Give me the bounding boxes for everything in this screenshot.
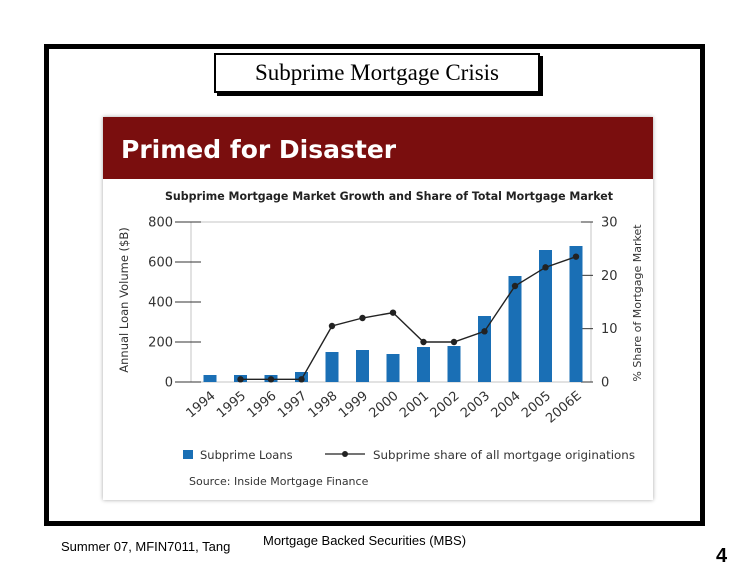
share-point-1996 [267,376,275,383]
legend-swatch-subprime-loans [183,450,193,459]
chart-card: Primed for Disaster Subprime Mortgage Ma… [103,117,653,500]
x-tick-label: 1994 [184,389,219,422]
chart-source: Source: Inside Mortgage Finance [189,475,369,488]
chart-title: Subprime Mortgage Market Growth and Shar… [165,189,613,203]
legend-label-share: Subprime share of all mortgage originati… [373,448,635,462]
footer-topic: Mortgage Backed Securities (MBS) [263,533,467,548]
x-tick-label: 1998 [306,389,341,422]
bar-2001 [417,347,430,382]
share-point-2003 [481,328,488,335]
x-tick-label: 1997 [275,389,310,422]
bar-2004 [508,276,522,382]
share-point-2001 [420,338,427,346]
bar-series [203,246,583,382]
x-tick-label: 2006E [543,389,584,427]
share-point-2000 [389,309,397,316]
footer-course: Summer 07, MFIN7011, Tang [61,539,231,554]
bar-1998 [325,352,339,382]
share-point-1999 [359,314,366,322]
bar-2006E [569,246,583,382]
y-tick-label: 400 [148,296,173,311]
y-axis-label: Annual Loan Volume ($B) [117,227,131,372]
legend: Subprime Loans Subprime share of all mor… [183,448,635,462]
y-axis-ticks: 0 200 400 600 800 [148,216,201,391]
y2-tick-label: 20 [601,269,618,284]
y2-tick-label: 0 [601,376,609,391]
x-tick-label: 2004 [489,389,524,422]
share-point-2006E [572,253,580,260]
y-tick-label: 800 [148,216,173,231]
y2-tick-label: 30 [601,216,618,231]
x-tick-label: 1996 [245,389,280,422]
y-tick-label: 0 [165,376,173,391]
x-tick-label: 2001 [397,389,432,422]
share-point-2002 [450,338,458,346]
y-tick-label: 200 [148,336,173,351]
share-point-1997 [298,376,305,383]
chart-banner [103,117,653,179]
y2-axis-ticks: 0 10 20 30 [581,216,618,391]
y2-tick-label: 10 [601,322,618,337]
bar-2000 [386,354,400,382]
share-line-path [240,256,577,381]
legend-label-subprime-loans: Subprime Loans [200,448,293,462]
bar-1999 [356,350,369,382]
y-tick-label: 600 [148,256,173,271]
line-series [237,253,580,383]
x-tick-label: 1999 [336,389,371,422]
x-tick-label: 2003 [458,389,493,422]
bar-2003 [478,316,491,382]
share-point-2004 [511,282,519,290]
chart-banner-title: Primed for Disaster [121,135,397,164]
x-tick-label: 2000 [367,389,402,422]
x-tick-label: 1995 [214,389,249,422]
x-tick-label: 2002 [428,389,463,422]
share-point-1998 [328,322,336,330]
page-number: 4 [716,545,728,567]
bar-1994 [203,375,217,382]
bar-2005 [539,250,552,382]
y2-axis-label: % Share of Mortgage Market [631,224,644,382]
share-point-2005 [542,264,549,271]
legend-swatch-share-dot [342,451,348,457]
slide-title: Subprime Mortgage Crisis [214,53,540,93]
share-point-1995 [237,376,244,383]
chart-svg: Primed for Disaster Subprime Mortgage Ma… [103,117,653,488]
bar-2002 [447,346,461,382]
x-axis-ticks: 1994199519961997199819992000200120022003… [184,389,585,427]
